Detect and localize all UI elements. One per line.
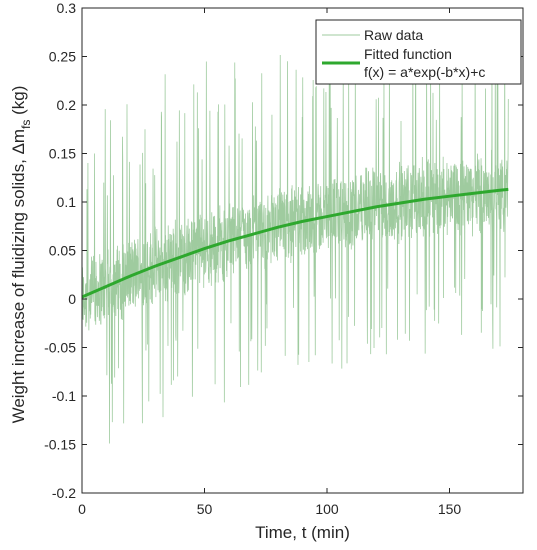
x-tick-label: 50 xyxy=(197,501,213,517)
x-tick-label: 0 xyxy=(78,501,86,517)
raw-data-line xyxy=(81,27,509,444)
x-axis-ticks: 0 50 100 150 xyxy=(78,8,461,517)
y-tick-label: -0.05 xyxy=(44,340,76,356)
y-axis-title-subscript: fs xyxy=(19,120,33,129)
y-axis-ticks: -0.2 -0.15 -0.1 -0.05 0 0.05 0.1 0.15 0.2 0.25 0.3 xyxy=(44,0,523,501)
y-axis-title: Weight increase of fluidizing solids, Δm… xyxy=(9,86,33,424)
y-tick-label: 0.1 xyxy=(57,194,77,210)
y-tick-label: 0.15 xyxy=(49,146,76,162)
y-axis-title-main: Weight increase of fluidizing solids, Δm xyxy=(9,129,28,424)
y-tick-label: 0.25 xyxy=(49,49,76,65)
legend-fitted-function-label: Fitted function xyxy=(364,46,452,62)
y-tick-label: -0.15 xyxy=(44,437,76,453)
x-tick-label: 100 xyxy=(315,501,339,517)
raw-data-series xyxy=(81,27,509,444)
x-axis-title: Time, t (min) xyxy=(255,523,350,542)
legend-formula-label: f(x) = a*exp(-b*x)+c xyxy=(364,64,485,80)
y-tick-label: 0.05 xyxy=(49,243,76,259)
x-tick-label: 150 xyxy=(438,501,462,517)
y-axis-title-unit: (kg) xyxy=(9,86,28,120)
fitted-function-line xyxy=(81,187,509,299)
legend: Raw data Fitted function f(x) = a*exp(-b… xyxy=(315,19,522,85)
y-tick-label: 0 xyxy=(68,291,76,307)
y-tick-label: -0.2 xyxy=(52,485,76,501)
fitted-function-series xyxy=(81,187,509,299)
legend-box xyxy=(315,19,522,85)
y-tick-label: 0.3 xyxy=(57,0,77,16)
y-tick-label: 0.2 xyxy=(57,97,77,113)
y-tick-label: -0.1 xyxy=(52,388,76,404)
legend-raw-data-label: Raw data xyxy=(364,27,423,43)
